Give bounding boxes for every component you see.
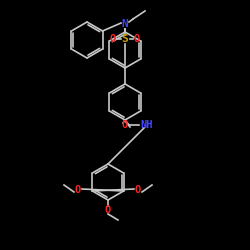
Text: O: O (135, 185, 141, 195)
Text: O: O (110, 34, 116, 44)
Text: O: O (122, 120, 128, 130)
Text: NH: NH (141, 120, 153, 130)
Text: N: N (122, 19, 128, 29)
Text: O: O (75, 185, 81, 195)
Text: S: S (122, 34, 128, 44)
Text: O: O (105, 205, 111, 215)
Text: O: O (134, 34, 140, 44)
